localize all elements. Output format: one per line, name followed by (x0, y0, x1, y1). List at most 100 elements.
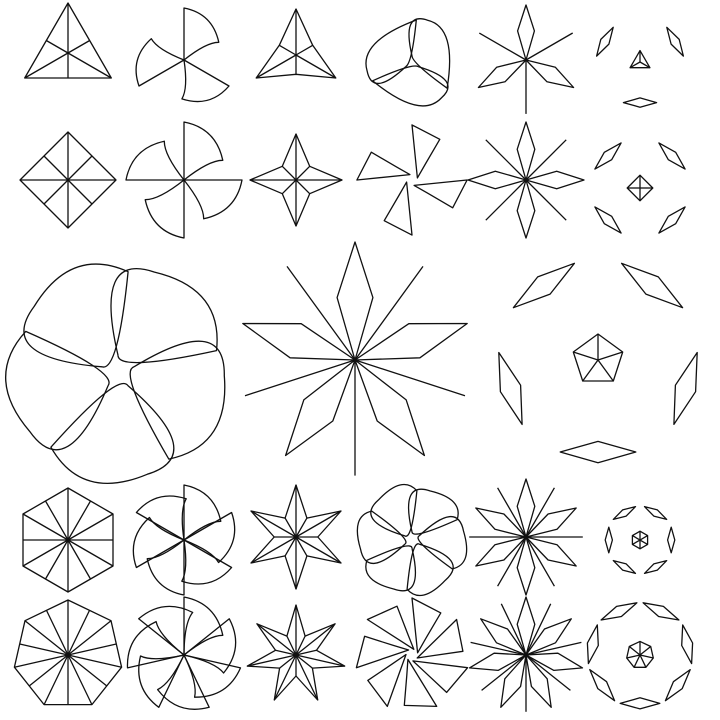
center-spoke (597, 351, 623, 361)
spoke-line (67, 654, 93, 705)
hepta-star-figure (246, 604, 346, 701)
curved-petal (23, 263, 129, 368)
star-ray (295, 165, 311, 181)
rhombus-petal (284, 359, 356, 457)
rhombus-petal (500, 654, 527, 708)
blade-quad (413, 179, 468, 209)
center-spoke (639, 654, 647, 668)
rhombus-petal (525, 654, 552, 708)
scattered-rhombus (619, 697, 661, 710)
blade-quad (416, 618, 464, 659)
scattered-rhombus (586, 624, 599, 665)
spoke-line (45, 610, 69, 656)
burst-ray (481, 654, 527, 691)
star-ray (247, 654, 297, 667)
star-ray (295, 44, 314, 56)
burst-ray (354, 266, 424, 361)
star-ray (281, 165, 297, 181)
center-spoke (639, 645, 652, 656)
spoke-line (44, 539, 69, 580)
scattered-rhombus (643, 559, 668, 575)
quad-overlap-blades-figure (356, 124, 468, 236)
rhombus-petal (475, 536, 527, 567)
star-ray (295, 654, 319, 701)
star-ray (284, 517, 297, 538)
tri-overlap-curves-figure (365, 18, 451, 107)
blade-quad (367, 653, 407, 708)
center-polygon (572, 333, 624, 382)
rhombus-petal (516, 596, 536, 656)
scattered-rhombus (512, 262, 576, 309)
star-ray (295, 536, 308, 557)
rhombus-petal (354, 359, 426, 457)
center-spoke (628, 645, 641, 656)
star-ray (255, 54, 297, 79)
rhombus-petal (516, 536, 536, 596)
tri-kite-fan-figure (24, 2, 112, 79)
pinwheel-blade (135, 38, 185, 87)
pinwheel-blade (138, 605, 194, 656)
spoke-line (67, 539, 92, 580)
hepta-scattered-shapes-figure (586, 602, 694, 710)
quad-star-figure (249, 133, 343, 227)
hex-star-figure (250, 484, 342, 590)
pinwheel-blade (138, 654, 185, 708)
rhombus-petal (242, 322, 356, 361)
burst-ray (525, 654, 571, 691)
spoke-line (67, 155, 93, 181)
rhombus-petal (516, 478, 536, 538)
star-ray (295, 536, 342, 564)
spoke-line (22, 513, 69, 541)
spoke-line (67, 513, 114, 541)
spoke-line (24, 620, 69, 656)
burst-ray (525, 179, 567, 221)
pinwheel-blade (183, 596, 224, 656)
curved-petal (408, 488, 459, 535)
rhombus-petal (525, 170, 585, 190)
pinwheel-blade (135, 495, 187, 541)
center-polygon (626, 640, 654, 668)
pinwheel-blade (183, 121, 224, 181)
star-ray (295, 654, 345, 667)
tri-scattered-shapes-figure (595, 26, 685, 108)
burst-ray (525, 641, 582, 656)
star-ray (295, 649, 317, 656)
quad-rhombus-star-figure (467, 121, 585, 239)
pinwheel-blade (156, 654, 210, 710)
rhombus-petal (516, 179, 536, 239)
pinwheel-blade (183, 179, 243, 220)
blade-quad (411, 597, 442, 654)
spoke-line (67, 654, 122, 668)
spoke-line (67, 620, 112, 656)
spoke-line (67, 52, 112, 79)
rhombus-petal (354, 322, 468, 361)
star-ray (295, 517, 308, 538)
spoke-line (43, 179, 69, 205)
scattered-rhombus (595, 26, 614, 57)
tri-pinwheel-figure (135, 7, 230, 103)
quad-pinwheel-figure (125, 121, 243, 239)
spoke-line (67, 610, 91, 656)
blade-quad (411, 124, 441, 179)
scattered-rhombus (620, 262, 684, 309)
star-ray (295, 54, 337, 79)
burst-ray (485, 139, 527, 181)
star-ray (250, 510, 297, 538)
curved-petal (365, 545, 416, 592)
curved-petal (417, 515, 468, 570)
tri-rhombus-star-figure (477, 4, 575, 114)
curved-petal (50, 382, 175, 485)
star-ray (295, 654, 313, 669)
star-ray (250, 536, 297, 564)
penta-scattered-shapes-large-figure (498, 262, 698, 464)
rhombus-petal (516, 4, 536, 61)
pinwheel-blade (126, 620, 185, 669)
spoke-line (67, 39, 91, 54)
star-ray (256, 623, 297, 656)
rhombus-petal (477, 59, 527, 89)
rhombus-petal (467, 170, 527, 190)
burst-ray (470, 641, 527, 656)
burst-ray (500, 603, 527, 656)
pinwheel-blade (146, 539, 185, 596)
hepta-overlap-blades-figure (355, 597, 469, 708)
